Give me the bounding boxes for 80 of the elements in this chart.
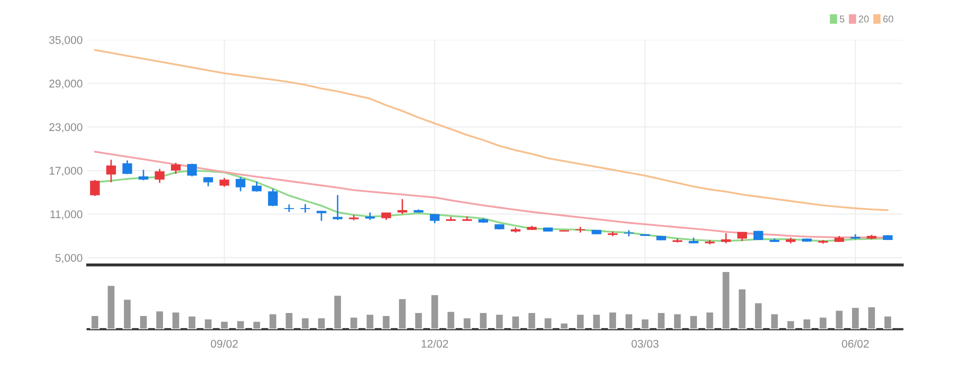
bar (754, 302, 764, 330)
bar (90, 314, 100, 330)
bar (430, 294, 440, 330)
bar (154, 310, 164, 330)
bar (786, 320, 796, 330)
bar (640, 318, 650, 330)
x-tick-label: 12/02 (422, 340, 448, 348)
y-tick-label: 17,000 (50, 166, 82, 176)
bar (365, 313, 375, 330)
candlestick (397, 198, 408, 215)
bar (608, 311, 618, 330)
bar (656, 312, 666, 330)
legend-label: 5 (840, 16, 844, 22)
bar (883, 315, 893, 330)
bar (171, 311, 181, 330)
bar (834, 309, 844, 330)
bar (705, 311, 715, 330)
bar (220, 320, 230, 330)
bar (462, 316, 472, 330)
x-tick-label: 09/02 (210, 340, 238, 348)
bar (688, 314, 698, 330)
bar (122, 298, 132, 330)
candlestick (122, 160, 132, 175)
candlestick (721, 232, 731, 244)
bar (203, 318, 213, 330)
bar (398, 298, 408, 330)
bar (592, 313, 602, 330)
x-tick-label: 06/02 (842, 340, 869, 348)
bar (300, 316, 310, 330)
y-tick-label: 23,000 (49, 123, 82, 132)
bar (770, 312, 780, 330)
candlestick (138, 169, 148, 181)
bar (510, 315, 520, 330)
candlestick (430, 213, 440, 224)
bar (672, 312, 682, 330)
candlestick (154, 168, 164, 184)
candlestick (300, 203, 310, 214)
bar (138, 314, 148, 330)
candlestick (236, 176, 246, 192)
bar (284, 312, 294, 330)
bar (721, 270, 731, 330)
candlestick (106, 159, 116, 184)
bar (252, 320, 262, 330)
candlestick (268, 188, 278, 207)
bar (478, 312, 488, 330)
candlestick (203, 176, 214, 187)
y-tick-label: 35,000 (49, 36, 82, 46)
bar (543, 316, 553, 330)
bar (494, 313, 504, 330)
bar (187, 315, 197, 330)
bar (381, 314, 391, 330)
bar (559, 322, 569, 330)
candlestick (187, 162, 197, 178)
bar (268, 312, 278, 330)
candlestick (284, 204, 294, 213)
bar (414, 312, 424, 330)
bar (236, 320, 246, 330)
bar (332, 294, 342, 330)
y-tick-label: 29,000 (49, 80, 82, 89)
bar (737, 288, 747, 330)
x-tick-label: 03/03 (632, 340, 658, 348)
bar (576, 313, 586, 330)
legend-label: 60 (883, 16, 894, 22)
line-series (94, 49, 889, 212)
legend-label: 20 (858, 16, 869, 22)
candlestick (90, 179, 100, 197)
bar (446, 310, 456, 330)
candlestick (170, 162, 181, 175)
bar (624, 312, 634, 330)
bar (106, 284, 116, 330)
bar (866, 306, 876, 330)
bar (818, 316, 828, 330)
bar (349, 316, 359, 330)
bar (850, 306, 860, 330)
y-tick-label: 11,000 (50, 210, 82, 220)
bar (527, 312, 537, 330)
candlestick (624, 230, 634, 238)
bar (802, 318, 812, 330)
y-tick-label: 5,000 (55, 254, 82, 264)
bar (316, 316, 326, 330)
